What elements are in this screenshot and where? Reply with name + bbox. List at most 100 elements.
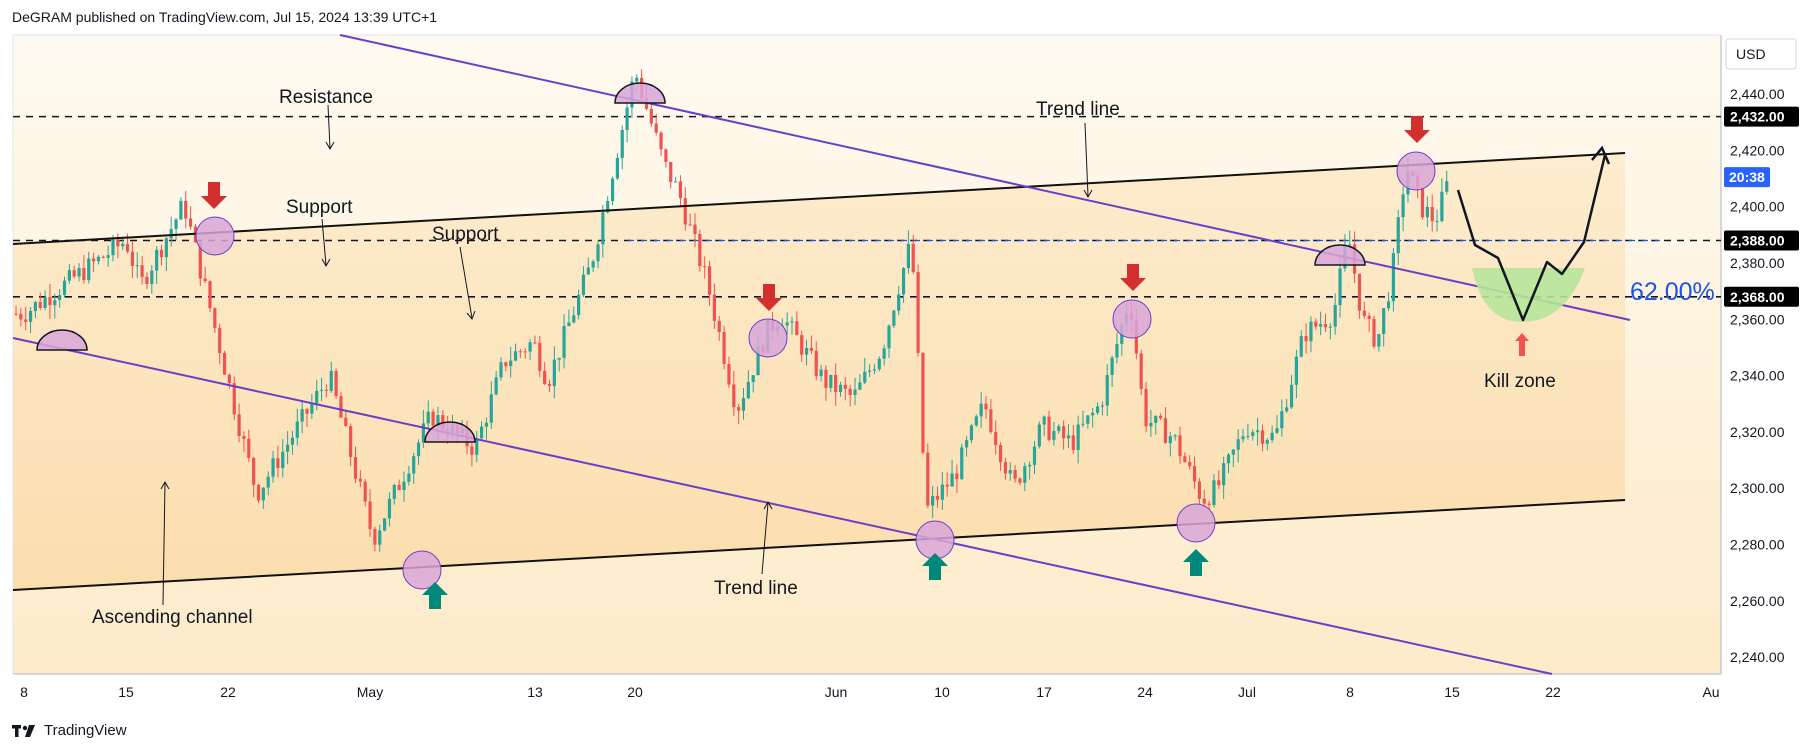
candle xyxy=(1386,291,1391,312)
candle xyxy=(935,486,940,508)
candle xyxy=(533,335,537,345)
candle xyxy=(1173,434,1177,441)
candle xyxy=(955,464,959,493)
candle xyxy=(397,479,401,491)
candle-body xyxy=(28,310,33,322)
candle-body xyxy=(494,377,498,395)
candle-body xyxy=(722,332,726,364)
candle-body xyxy=(145,276,149,285)
candle-body xyxy=(1076,424,1080,450)
kill-zone-arrow-icon xyxy=(1515,333,1529,356)
candle-body xyxy=(732,384,736,408)
candle-body xyxy=(1013,470,1017,479)
candle xyxy=(998,442,1003,471)
candle-body xyxy=(368,501,372,529)
candle xyxy=(795,311,799,336)
candle-body xyxy=(295,421,299,438)
candle xyxy=(1319,311,1323,336)
candle xyxy=(184,190,188,229)
candle xyxy=(1042,415,1046,437)
horizontal-levels xyxy=(13,115,1721,298)
candle-body xyxy=(577,294,581,316)
candle-body xyxy=(96,256,101,262)
time-tick-label: 15 xyxy=(1444,684,1460,700)
level-price-box xyxy=(1724,230,1799,251)
candle-body xyxy=(877,358,881,370)
candle xyxy=(1430,194,1434,232)
candle xyxy=(712,283,716,329)
candle xyxy=(1440,178,1444,223)
candle xyxy=(179,197,183,220)
candle-body xyxy=(315,390,319,404)
candle-body xyxy=(635,77,639,82)
candle-body xyxy=(242,435,246,439)
time-tick-label: Jul xyxy=(1238,684,1256,700)
candle xyxy=(940,471,944,510)
candle-body xyxy=(1212,480,1216,506)
level-price-text: 2,432.00 xyxy=(1730,109,1785,125)
candle xyxy=(92,252,96,273)
candle-body xyxy=(475,438,479,455)
candle-body xyxy=(649,108,653,124)
candle xyxy=(1435,209,1439,232)
candle xyxy=(373,526,377,552)
candle-body xyxy=(24,319,28,322)
price-tick-label: 2,440.00 xyxy=(1730,86,1785,102)
candle xyxy=(581,266,586,297)
candle-body xyxy=(901,268,906,295)
candle xyxy=(1222,456,1226,499)
candle-body xyxy=(1086,415,1090,424)
candle-body xyxy=(353,457,358,479)
candle-body xyxy=(916,272,920,353)
candle-body xyxy=(213,308,217,328)
candle xyxy=(392,483,396,505)
candle xyxy=(106,245,110,267)
time-tick-label: 20 xyxy=(627,684,643,700)
candle xyxy=(785,312,789,336)
candle-body xyxy=(504,362,508,367)
candle xyxy=(213,307,217,333)
swing-dome xyxy=(424,421,476,443)
candle-body xyxy=(121,243,125,247)
candle xyxy=(1348,230,1352,246)
candle-body xyxy=(1241,436,1245,440)
candle xyxy=(1013,465,1017,483)
candle xyxy=(853,377,857,406)
candle xyxy=(1032,440,1037,475)
candle-body xyxy=(664,149,668,162)
candle xyxy=(489,381,493,430)
candle-body xyxy=(431,411,435,426)
candle-body xyxy=(232,383,236,415)
candle xyxy=(1280,399,1284,437)
candle-body xyxy=(358,478,362,482)
tradingview-logo[interactable]: TradingView xyxy=(12,722,127,739)
candle xyxy=(48,283,52,319)
candle-body xyxy=(1115,343,1119,358)
candle xyxy=(596,240,600,269)
candle xyxy=(1197,477,1201,504)
level-price-box xyxy=(1724,106,1799,127)
candle xyxy=(1217,470,1221,489)
candle-body xyxy=(286,444,290,452)
currency-button[interactable] xyxy=(1725,38,1797,70)
candle xyxy=(358,470,362,488)
candle xyxy=(892,309,896,328)
candle xyxy=(945,472,949,497)
candle-body xyxy=(926,452,930,506)
candle-body xyxy=(969,425,974,441)
candle xyxy=(1299,330,1303,358)
candle xyxy=(698,229,702,272)
candle-body xyxy=(1226,454,1231,464)
candle-body xyxy=(698,234,702,267)
candle-body xyxy=(1367,315,1371,320)
candle-body xyxy=(1018,478,1022,483)
candle-body xyxy=(931,495,935,506)
candle xyxy=(722,325,726,370)
candle-body xyxy=(654,123,658,133)
candle-body xyxy=(208,281,212,309)
candle xyxy=(591,259,595,273)
support-label-2: Support xyxy=(432,224,499,245)
candle-body xyxy=(252,458,256,485)
candle-body xyxy=(43,297,47,308)
candle-body xyxy=(795,321,799,336)
